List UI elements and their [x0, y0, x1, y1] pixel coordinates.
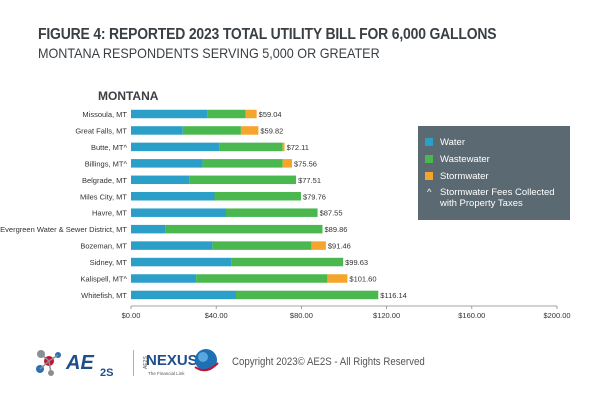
stacked-bar-chart: MONTANA Missoula, MT $59.04 Great Falls, MT… [0, 89, 570, 320]
total-label-evergreen-water-sewer-district-mt: $89.86 [324, 225, 347, 234]
bar-water-evergreen-water-sewer-district-mt [131, 224, 166, 234]
ae2s-logo-text: AE [65, 352, 94, 374]
ae2s-nexus-logo: AE2S NEXUS The Financial Link [143, 349, 219, 376]
total-label-sidney-mt: $99.63 [345, 258, 368, 267]
bar-wastewater-evergreen-water-sewer-district-mt [165, 224, 323, 234]
category-label-miles-city-mt: Miles City, MT [80, 192, 127, 201]
total-label-kalispell-mt: $101.60 [349, 275, 376, 284]
bar-wastewater-great-falls-mt [182, 126, 241, 135]
bar-water-whitefish-mt [131, 290, 237, 300]
page-title: FIGURE 4: REPORTED 2023 TOTAL UTILITY BI… [38, 26, 497, 43]
category-label-havre-mt: Havre, MT [92, 209, 127, 218]
total-label-bozeman-mt: $91.46 [328, 242, 351, 251]
bar-stormwater-bozeman-mt [311, 241, 326, 250]
bar-wastewater-kalispell-mt [196, 274, 328, 283]
bar-stormwater-missoula-mt [245, 109, 257, 119]
category-label-sidney-mt: Sidney, MT [90, 258, 128, 267]
x-tick-label-80: $80.00 [290, 311, 313, 320]
x-tick-label-160: $160.00 [458, 311, 485, 320]
legend-swatch-wastewater [425, 155, 433, 163]
total-label-billings-mt: $75.56 [294, 159, 317, 168]
bar-stormwater-billings-mt [282, 159, 293, 168]
bar-water-havre-mt [131, 208, 226, 217]
legend-note-line2: with Property Taxes [440, 198, 523, 209]
category-label-missoula-mt: Missoula, MT [82, 110, 127, 119]
category-label-great-falls-mt: Great Falls, MT [75, 126, 127, 135]
bar-wastewater-bozeman-mt [212, 241, 312, 250]
legend-note-marker: ^ [427, 187, 432, 198]
legend-note-line1: Stormwater Fees Collected [440, 187, 555, 198]
ae2s-logo: AE 2S [36, 350, 113, 379]
legend-label-stormwater: Stormwater [440, 171, 489, 182]
category-label-bozeman-mt: Bozeman, MT [80, 242, 127, 251]
category-label-whitefish-mt: Whitefish, MT [81, 291, 127, 300]
total-label-great-falls-mt: $59.82 [260, 126, 283, 135]
x-tick-label-120: $120.00 [373, 311, 400, 320]
x-tick-label-0: $0.00 [122, 311, 141, 320]
category-label-evergreen-water-sewer-district-mt: Evergreen Water & Sewer District, MT [0, 225, 127, 234]
bar-water-missoula-mt [131, 109, 208, 119]
bar-water-belgrade-mt [131, 175, 190, 185]
category-label-belgrade-mt: Belgrade, MT [82, 176, 127, 185]
bar-stormwater-butte-mt [282, 142, 285, 152]
logo-divider [133, 350, 134, 376]
bar-wastewater-havre-mt [225, 208, 318, 217]
bar-wastewater-belgrade-mt [189, 175, 297, 185]
bar-water-great-falls-mt [131, 126, 183, 135]
legend-swatch-water [425, 138, 433, 146]
category-label-kalispell-mt: Kalispell, MT^ [81, 275, 128, 284]
chart-title: MONTANA [98, 89, 159, 103]
total-label-butte-mt: $72.11 [287, 143, 309, 152]
x-tick-label-200: $200.00 [543, 311, 570, 320]
page-subtitle: MONTANA RESPONDENTS SERVING 5,000 OR GRE… [38, 45, 380, 61]
chart-legend: Water Wastewater Stormwater ^ Stormwater… [418, 126, 570, 220]
legend-label-water: Water [440, 137, 465, 148]
total-label-havre-mt: $87.55 [320, 209, 343, 218]
bar-water-sidney-mt [131, 257, 232, 267]
bar-wastewater-miles-city-mt [214, 192, 301, 201]
legend-label-wastewater: Wastewater [440, 154, 490, 165]
bar-water-butte-mt [131, 142, 220, 152]
total-label-missoula-mt: $59.04 [259, 110, 282, 119]
nexus-logo-text: NEXUS [146, 352, 198, 369]
bar-stormwater-great-falls-mt [240, 126, 259, 135]
bar-wastewater-sidney-mt [231, 257, 344, 267]
total-label-belgrade-mt: $77.51 [298, 176, 321, 185]
legend-swatch-stormwater [425, 172, 433, 180]
bar-wastewater-missoula-mt [207, 109, 246, 119]
bar-stormwater-kalispell-mt [327, 274, 348, 283]
bar-wastewater-billings-mt [202, 159, 283, 168]
bar-wastewater-whitefish-mt [236, 290, 379, 300]
x-tick-label-40: $40.00 [205, 311, 228, 320]
ae2s-logo-sub: 2S [100, 367, 113, 379]
total-label-whitefish-mt: $116.14 [380, 291, 407, 300]
bar-water-kalispell-mt [131, 274, 197, 283]
bar-water-miles-city-mt [131, 192, 215, 201]
bar-water-billings-mt [131, 159, 203, 168]
bar-water-bozeman-mt [131, 241, 213, 250]
category-label-butte-mt: Butte, MT^ [91, 143, 128, 152]
bar-wastewater-butte-mt [219, 142, 283, 152]
copyright-text: Copyright 2023© AE2S - All Rights Reserv… [232, 356, 425, 368]
nexus-logo-prefix: AE2S [143, 356, 149, 369]
total-label-miles-city-mt: $79.76 [303, 192, 326, 201]
nexus-logo-tagline: The Financial Link [148, 371, 185, 376]
category-label-billings-mt: Billings, MT^ [85, 159, 128, 168]
